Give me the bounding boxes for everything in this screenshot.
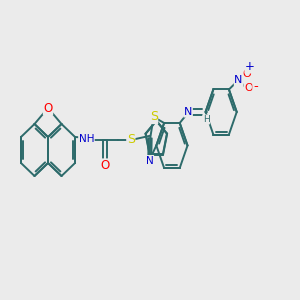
Text: N: N <box>234 76 243 85</box>
Text: O: O <box>100 159 110 172</box>
Text: N: N <box>146 155 154 166</box>
Text: +: + <box>245 60 255 73</box>
Text: S: S <box>127 133 135 146</box>
Text: N: N <box>184 107 192 117</box>
Text: H: H <box>203 115 209 124</box>
Text: NH: NH <box>79 134 94 145</box>
Text: S: S <box>150 110 158 124</box>
Text: -: - <box>253 80 258 94</box>
Text: O: O <box>244 83 253 93</box>
Text: O: O <box>243 70 251 80</box>
Text: O: O <box>44 101 52 115</box>
